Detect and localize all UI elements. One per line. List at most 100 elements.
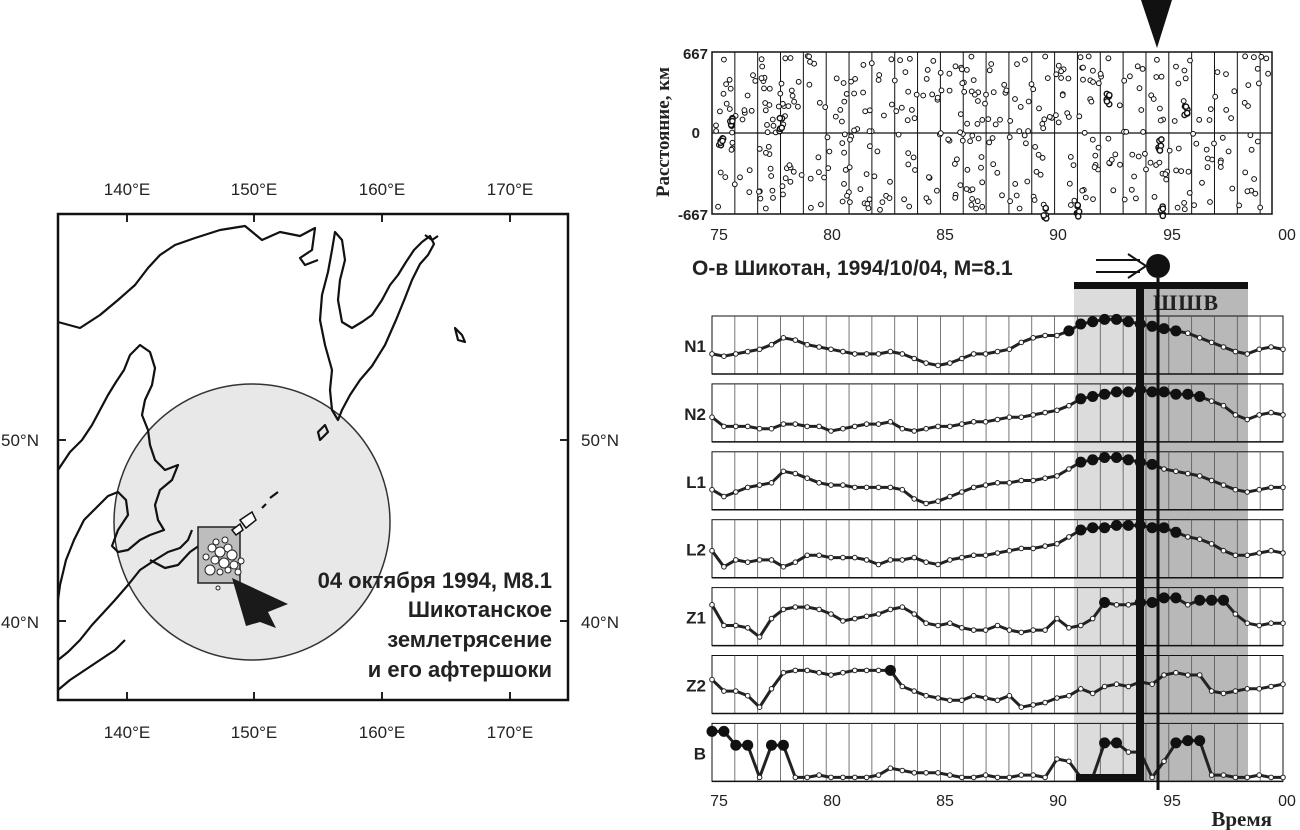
- scatter-point: [737, 174, 743, 181]
- shaded-top-bar: [1074, 282, 1248, 289]
- scatter-point: [1157, 105, 1163, 112]
- scatter-point: [967, 138, 973, 145]
- series-point: [768, 480, 775, 486]
- series-row-l2: L2: [686, 519, 1286, 579]
- scatter-point: [851, 90, 857, 97]
- series-point: [744, 559, 751, 566]
- scatter-point: [764, 122, 770, 128]
- scatter-point: [1016, 205, 1023, 212]
- series-point: [1185, 330, 1191, 337]
- scatter-panel: 667 0 -667 Расстояние, км 75 80 85 90 95…: [653, 0, 1296, 244]
- series-point-anomaly: [1063, 325, 1075, 337]
- scatter-point: [762, 205, 769, 212]
- series-point: [887, 348, 894, 355]
- series-point: [923, 770, 929, 776]
- scatter-xtick: 75: [710, 227, 728, 244]
- series-point: [804, 475, 811, 482]
- scatter-point: [1068, 202, 1074, 208]
- scatter-point: [721, 56, 727, 63]
- series-point: [899, 557, 906, 563]
- series-point: [970, 692, 977, 699]
- series-row-label: N2: [684, 405, 706, 424]
- series-point: [1268, 409, 1274, 416]
- scatter-point: [1181, 67, 1188, 74]
- series-point: [911, 496, 918, 502]
- series-point: [1018, 704, 1025, 711]
- series-point-anomaly: [1158, 592, 1170, 604]
- series-point: [1006, 627, 1013, 633]
- series-point: [887, 557, 894, 563]
- series-point: [1149, 681, 1155, 688]
- scatter-point: [818, 201, 824, 208]
- scatter-point: [769, 187, 776, 194]
- series-point: [709, 351, 715, 357]
- scatter-point: [1207, 106, 1214, 112]
- scatter-point: [946, 87, 953, 94]
- series-point: [875, 561, 882, 568]
- map-lat-label: 50°N: [1, 431, 39, 450]
- scatter-point: [839, 140, 846, 147]
- scatter-point: [1191, 202, 1197, 209]
- series-point: [863, 484, 870, 491]
- series-point: [875, 351, 882, 357]
- series-point: [768, 425, 775, 432]
- scatter-point: [1013, 192, 1020, 199]
- series-point: [1089, 690, 1096, 697]
- series-point: [816, 669, 822, 676]
- series-point-anomaly: [1146, 522, 1158, 534]
- series-row-label: N1: [684, 337, 706, 356]
- series-point: [709, 676, 715, 683]
- scatter-point: [1012, 96, 1018, 102]
- scatter-ytick: 667: [683, 46, 708, 63]
- scatter-point: [787, 178, 794, 185]
- series-point-anomaly: [1075, 524, 1087, 536]
- series-point: [1125, 602, 1132, 608]
- series-point: [1244, 774, 1251, 781]
- scatter-point: [969, 186, 976, 193]
- scatter-point: [862, 108, 869, 115]
- scatter-point: [1021, 132, 1028, 139]
- scatter-point: [757, 195, 764, 202]
- scatter-point: [1150, 96, 1157, 102]
- scatter-point: [1031, 197, 1038, 203]
- series-point: [1078, 622, 1084, 629]
- scatter-point: [837, 107, 844, 113]
- scatter-point: [1117, 161, 1123, 168]
- scatter-point: [978, 164, 984, 171]
- series-point: [1268, 547, 1274, 554]
- series-point-anomaly: [1170, 388, 1182, 400]
- scatter-point: [1257, 204, 1264, 211]
- scatter-point: [758, 56, 765, 63]
- series-point: [875, 772, 882, 778]
- series-point: [733, 423, 739, 430]
- scatter-point: [1196, 116, 1203, 123]
- scatter-point: [889, 101, 895, 108]
- series-point: [863, 557, 870, 563]
- event-thick-line: [1136, 282, 1144, 782]
- scatter-point: [1241, 99, 1248, 106]
- scatter-point: [1156, 159, 1163, 166]
- scatter-point: [1217, 164, 1224, 170]
- series-point: [1280, 681, 1286, 688]
- scatter-point: [1053, 112, 1059, 119]
- scatter-point: [1199, 179, 1205, 186]
- scatter-point: [1088, 98, 1095, 105]
- series-point-anomaly: [730, 739, 742, 751]
- scatter-point: [1159, 212, 1167, 220]
- scatter-point: [840, 80, 847, 86]
- scatter-point: [763, 149, 769, 156]
- series-point: [1030, 772, 1036, 778]
- scatter-point: [821, 174, 827, 181]
- scatter-point: [970, 77, 977, 83]
- scatter-point: [1138, 107, 1145, 113]
- series-point: [840, 348, 846, 355]
- scatter-point: [1219, 134, 1226, 141]
- series-point: [1244, 552, 1251, 559]
- series-point: [816, 344, 822, 350]
- series-point: [1232, 486, 1239, 493]
- scatter-point: [769, 116, 776, 123]
- scatter-point: [901, 196, 907, 203]
- scatter-point: [1157, 117, 1164, 124]
- series-xtick: 80: [823, 793, 841, 810]
- series-point: [1173, 669, 1179, 676]
